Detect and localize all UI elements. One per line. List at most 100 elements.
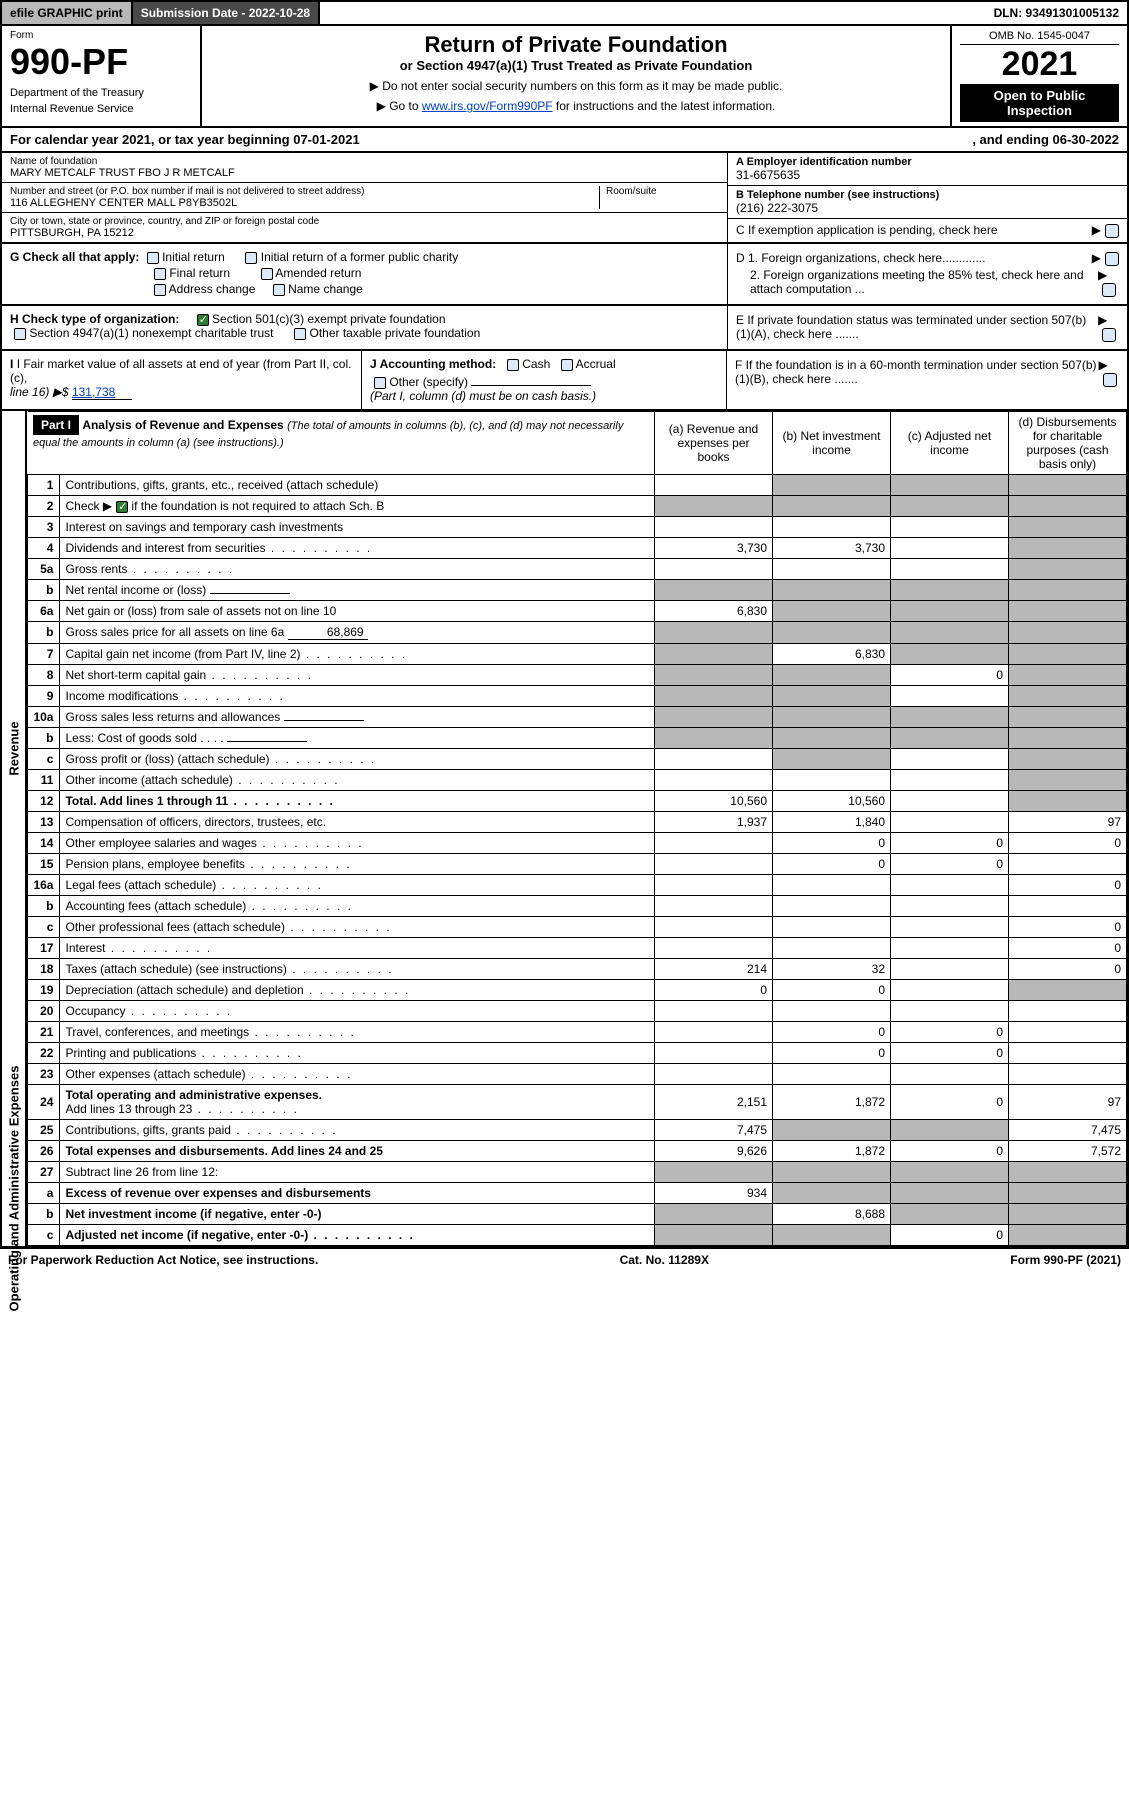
e-checkbox[interactable]	[1102, 328, 1116, 342]
4947-label: Section 4947(a)(1) nonexempt charitable …	[29, 326, 273, 340]
row-13: Compensation of officers, directors, tru…	[60, 811, 655, 832]
r10b-field[interactable]	[227, 741, 307, 742]
amended-return: Amended return	[275, 266, 361, 280]
side-revenue: Revenue	[6, 721, 21, 775]
initial-former: Initial return of a former public charit…	[261, 250, 458, 264]
r24-d: 97	[1009, 1084, 1127, 1119]
other-method-checkbox[interactable]	[374, 377, 386, 389]
dln: DLN: 93491301005132	[986, 2, 1127, 24]
row-19: Depreciation (attach schedule) and deple…	[60, 979, 655, 1000]
row-23: Other expenses (attach schedule)	[60, 1063, 655, 1084]
other-taxable-checkbox[interactable]	[294, 328, 306, 340]
e-terminated: E If private foundation status was termi…	[736, 313, 1098, 341]
box-ijf: I I Fair market value of all assets at e…	[0, 351, 1129, 411]
row-26: Total expenses and disbursements. Add li…	[60, 1140, 655, 1161]
r24-c: 0	[891, 1084, 1009, 1119]
open-to-public: Open to Public Inspection	[960, 84, 1119, 122]
r25-d: 7,475	[1009, 1119, 1127, 1140]
calendar-year-line: For calendar year 2021, or tax year begi…	[0, 128, 1129, 153]
r4-a: 3,730	[655, 537, 773, 558]
other-taxable-label: Other taxable private foundation	[310, 326, 481, 340]
row-5b: Net rental income or (loss)	[60, 579, 655, 600]
r18-d: 0	[1009, 958, 1127, 979]
501c3-checkbox[interactable]	[197, 314, 209, 326]
row-16c: Other professional fees (attach schedule…	[60, 916, 655, 937]
part-1-tag: Part I	[33, 415, 79, 435]
row-18: Taxes (attach schedule) (see instruction…	[60, 958, 655, 979]
col-d-header: (d) Disbursements for charitable purpose…	[1009, 411, 1127, 474]
r10a-field[interactable]	[284, 720, 364, 721]
row-5a: Gross rents	[60, 558, 655, 579]
form-subtitle: or Section 4947(a)(1) Trust Treated as P…	[210, 58, 942, 73]
r18-b: 32	[773, 958, 891, 979]
name-label: Name of foundation	[10, 156, 719, 167]
form-number-block: Form 990-PF Department of the Treasury I…	[2, 26, 202, 126]
f-checkbox[interactable]	[1103, 373, 1117, 387]
address-change-checkbox[interactable]	[154, 284, 166, 296]
final-return-checkbox[interactable]	[154, 268, 166, 280]
j-note: (Part I, column (d) must be on cash basi…	[370, 389, 718, 403]
foundation-name: MARY METCALF TRUST FBO J R METCALF	[10, 167, 719, 179]
row-3: Interest on savings and temporary cash i…	[60, 516, 655, 537]
amended-return-checkbox[interactable]	[261, 268, 273, 280]
row-12: Total. Add lines 1 through 11	[60, 790, 655, 811]
r24-a: 2,151	[655, 1084, 773, 1119]
city-state-zip: PITTSBURGH, PA 15212	[10, 227, 719, 239]
row-22: Printing and publications	[60, 1042, 655, 1063]
tax-year: 2021	[960, 45, 1119, 84]
initial-return-checkbox[interactable]	[147, 252, 159, 264]
d2-checkbox[interactable]	[1102, 283, 1116, 297]
g-label: G Check all that apply:	[10, 250, 139, 264]
name-change-checkbox[interactable]	[273, 284, 285, 296]
r16c-d: 0	[1009, 916, 1127, 937]
row-8: Net short-term capital gain	[60, 664, 655, 685]
cash-checkbox[interactable]	[507, 359, 519, 371]
row-10b: Less: Cost of goods sold . . . .	[60, 727, 655, 748]
addr-label: Number and street (or P.O. box number if…	[10, 186, 599, 197]
fmv-value[interactable]: 131,738	[72, 385, 132, 400]
r12-a: 10,560	[655, 790, 773, 811]
efile-graphic-print[interactable]: efile GRAPHIC print	[2, 2, 133, 24]
d2-85pct: 2. Foreign organizations meeting the 85%…	[736, 268, 1098, 296]
accrual-checkbox[interactable]	[561, 359, 573, 371]
row-16a: Legal fees (attach schedule)	[60, 874, 655, 895]
box-g: G Check all that apply: Initial return I…	[0, 244, 1129, 306]
4947-checkbox[interactable]	[14, 328, 26, 340]
street-address: 116 ALLEGHENY CENTER MALL P8YB3502L	[10, 197, 599, 209]
r27b-b: 8,688	[773, 1203, 891, 1224]
name-change: Name change	[288, 282, 363, 296]
exemption-checkbox[interactable]	[1105, 224, 1119, 238]
row-25: Contributions, gifts, grants paid	[60, 1119, 655, 1140]
other-specify-field[interactable]	[471, 385, 591, 386]
r22-b: 0	[773, 1042, 891, 1063]
part-1-title: Analysis of Revenue and Expenses	[82, 418, 283, 432]
form-990pf: 990-PF	[10, 41, 192, 83]
city-label: City or town, state or province, country…	[10, 216, 719, 227]
paperwork-notice: For Paperwork Reduction Act Notice, see …	[8, 1253, 318, 1267]
row-27b: Net investment income (if negative, ente…	[60, 1203, 655, 1224]
r21-b: 0	[773, 1021, 891, 1042]
row-24: Total operating and administrative expen…	[60, 1084, 655, 1119]
i-line16: line 16) ▶$	[10, 385, 69, 399]
r17-d: 0	[1009, 937, 1127, 958]
r5b-field[interactable]	[210, 593, 290, 594]
goto-note: ▶ Go to www.irs.gov/Form990PF for instru…	[210, 99, 942, 113]
omb-number: OMB No. 1545-0047	[960, 30, 1119, 45]
row-1: Contributions, gifts, grants, etc., rece…	[60, 474, 655, 495]
initial-former-checkbox[interactable]	[245, 252, 257, 264]
h-label: H Check type of organization:	[10, 312, 179, 326]
r13-a: 1,937	[655, 811, 773, 832]
topbar-spacer	[320, 2, 985, 24]
form-title: Return of Private Foundation	[210, 32, 942, 58]
phone-header: B Telephone number (see instructions)	[736, 189, 1119, 201]
row-15: Pension plans, employee benefits	[60, 853, 655, 874]
r27c-c: 0	[891, 1224, 1009, 1245]
r14-d: 0	[1009, 832, 1127, 853]
row-17: Interest	[60, 937, 655, 958]
form-header: Form 990-PF Department of the Treasury I…	[0, 26, 1129, 128]
irs-link[interactable]: www.irs.gov/Form990PF	[422, 99, 553, 113]
d1-checkbox[interactable]	[1105, 252, 1119, 266]
i-label: I Fair market value of all assets at end…	[10, 357, 351, 385]
schb-checkbox[interactable]	[116, 501, 128, 513]
r22-c: 0	[891, 1042, 1009, 1063]
